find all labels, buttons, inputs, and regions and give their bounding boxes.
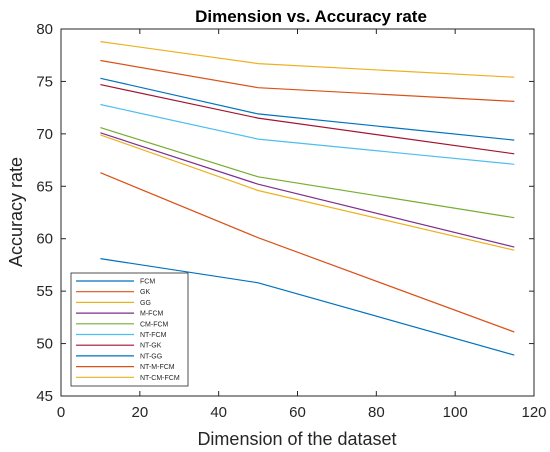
legend-label: CM-FCM xyxy=(140,321,169,328)
x-tick-label: 120 xyxy=(521,404,546,421)
legend-label: FCM xyxy=(140,279,155,286)
series-line-gg xyxy=(100,134,515,251)
series-line-cm-fcm xyxy=(100,127,515,219)
series-line-nt-gk xyxy=(100,84,515,155)
y-tick-label: 75 xyxy=(36,73,53,90)
x-tick-label: 100 xyxy=(443,404,468,421)
chart-title: Dimension vs. Accuracy rate xyxy=(195,7,427,26)
series-line-nt-fcm xyxy=(100,103,515,165)
series-line-nt-gg xyxy=(100,77,515,141)
legend-label: NT-GG xyxy=(140,353,162,360)
legend-label: GG xyxy=(140,300,151,307)
series-line-nt-m-fcm xyxy=(100,59,515,102)
legend-label: GK xyxy=(140,289,150,296)
y-tick-label: 65 xyxy=(36,178,53,195)
legend-label: NT-FCM xyxy=(140,332,167,339)
ticks-layer: 0 20 40 60 80 100 120 45 50 55 60 65 70 75 80 xyxy=(36,21,546,421)
x-tick-label: 20 xyxy=(131,404,148,421)
series-line-nt-cm-fcm xyxy=(100,41,515,78)
series-line-m-fcm xyxy=(100,132,515,248)
x-tick-label: 0 xyxy=(57,404,65,421)
y-axis-label: Accuracy rate xyxy=(6,157,26,267)
legend-label: NT-M-FCM xyxy=(140,364,175,371)
y-tick-label: 45 xyxy=(36,388,53,405)
series-line-fcm xyxy=(100,258,515,356)
legend-label: NT-GK xyxy=(140,343,162,350)
y-tick-label: 60 xyxy=(36,231,53,248)
y-tick-label: 55 xyxy=(36,283,53,300)
y-tick-label: 80 xyxy=(36,21,53,38)
series-layer xyxy=(100,41,515,356)
x-tick-label: 40 xyxy=(210,404,227,421)
legend-label: NT-CM-FCM xyxy=(140,375,180,382)
x-tick-label: 60 xyxy=(289,404,306,421)
legend-label: M-FCM xyxy=(140,311,163,318)
series-line-gk xyxy=(100,172,515,333)
x-tick-label: 80 xyxy=(368,404,385,421)
legend: FCM GK GG M-FCM CM-FCM NT-FCM NT-GK NT-GG NT-M-F… xyxy=(70,272,189,387)
y-tick-label: 50 xyxy=(36,336,53,353)
y-tick-label: 70 xyxy=(36,126,53,143)
x-axis-label: Dimension of the dataset xyxy=(197,429,396,449)
